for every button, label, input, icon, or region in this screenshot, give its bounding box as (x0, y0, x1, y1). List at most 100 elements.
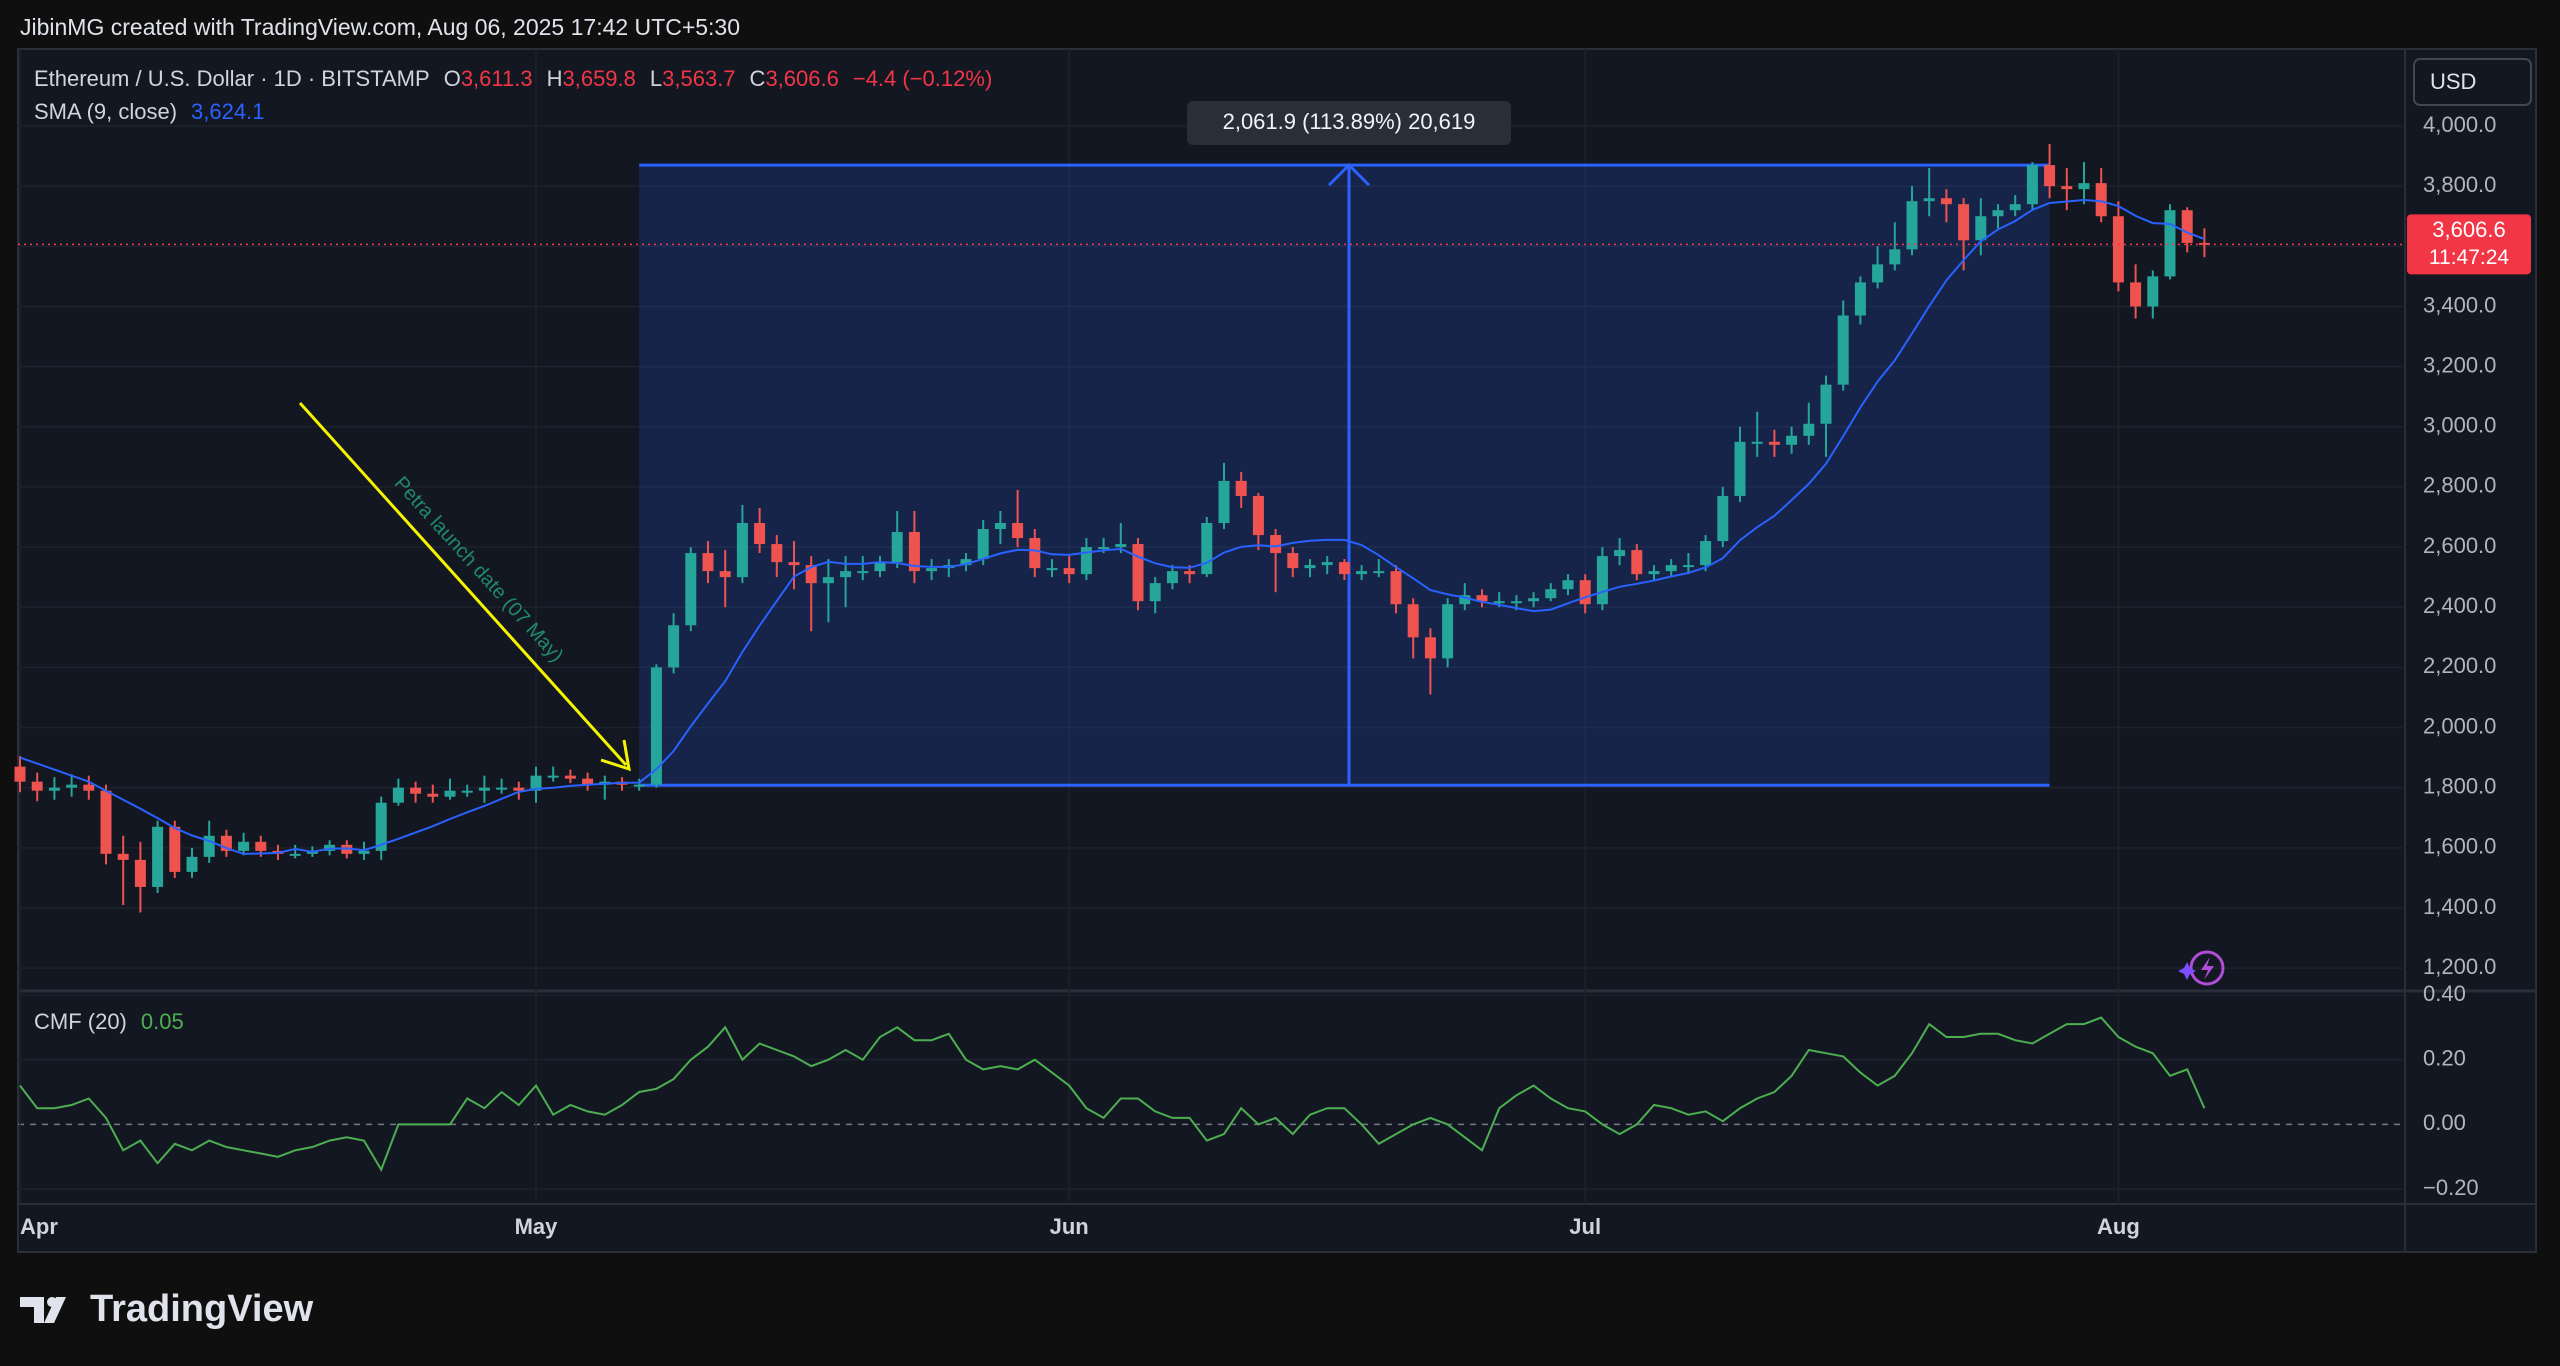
candle-body (2181, 210, 2193, 243)
candle-body (238, 841, 250, 851)
x-tick-label: Jun (1050, 1214, 1089, 1239)
currency-button[interactable] (2413, 58, 2532, 106)
candle-body (478, 787, 490, 791)
symbol: Ethereum / U.S. Dollar · 1D · BITSTAMP (34, 66, 430, 91)
candle-body (736, 523, 748, 578)
candle-body (2009, 204, 2021, 211)
icon-ring[interactable] (2189, 950, 2225, 986)
candle-body (1373, 571, 1385, 574)
candle-body (1596, 556, 1608, 605)
icon-bolt[interactable] (2201, 957, 2214, 980)
candle-body (2044, 165, 2056, 187)
candle-body (926, 568, 938, 572)
candle-body (685, 553, 697, 626)
price-tag (2407, 214, 2531, 275)
candle-body (461, 790, 473, 793)
candle-body (1029, 538, 1041, 569)
candle-body (1115, 544, 1127, 548)
measure-arrow-head (1327, 163, 1371, 187)
candle-body (1166, 571, 1178, 584)
candle-body (994, 523, 1006, 530)
candle-body (1287, 553, 1299, 569)
candle-body (1786, 435, 1798, 445)
candle-body (564, 775, 576, 779)
candle-body (1958, 204, 1970, 241)
candle-body (1046, 568, 1058, 571)
y-tick-label: 0.40 (2423, 981, 2466, 1006)
candle-body (788, 562, 800, 566)
candle-body (66, 784, 78, 788)
candle-body (1338, 562, 1350, 575)
candle-body (48, 787, 60, 791)
candle-body (2198, 242, 2210, 245)
candle-body (203, 835, 215, 857)
candle-body (220, 835, 232, 851)
header-text: JibinMG created with TradingView.com, Au… (20, 14, 740, 40)
candle-body (375, 802, 387, 851)
candle-body (1562, 580, 1574, 590)
candle-body (1854, 282, 1866, 316)
candle-body (31, 781, 43, 791)
legend-high: 3,659.8 (562, 66, 635, 91)
candle-body (771, 544, 783, 563)
candle-body (908, 532, 920, 572)
candle-body (874, 562, 886, 572)
sma-name: SMA (9, close) (34, 99, 177, 124)
icon-spark[interactable] (2178, 962, 2196, 980)
candle-body (702, 553, 714, 572)
candle-body (186, 856, 198, 872)
candle-body (805, 565, 817, 584)
legend-letter: H (547, 66, 563, 91)
candle-body (530, 775, 542, 791)
brand-logo (20, 1297, 66, 1323)
candle-body (2112, 216, 2124, 283)
candle-body (1528, 598, 1540, 602)
candle-body (1700, 541, 1712, 566)
candle-body (960, 559, 972, 566)
line (19, 1016, 2206, 1172)
candle-body (1080, 547, 1092, 575)
candle-body (1304, 565, 1316, 569)
candle-body (1648, 571, 1660, 575)
candle-body (822, 577, 834, 584)
candle-body (1132, 544, 1144, 602)
currency-label[interactable]: USD (2430, 69, 2476, 94)
candle-body (444, 790, 456, 797)
candle-body (1889, 249, 1901, 265)
candle-body (1803, 423, 1815, 436)
candle-body (1665, 565, 1677, 572)
candle-body (1012, 523, 1024, 539)
candle-body (1768, 441, 1780, 445)
candle-body (1098, 547, 1110, 550)
candle-body (582, 778, 594, 785)
candle-body (719, 571, 731, 578)
candle-body (1923, 198, 1935, 202)
candle-body (1184, 571, 1196, 575)
candle-body (2095, 183, 2107, 217)
candle-body (1442, 604, 1454, 659)
x-tick-label: Aug (2097, 1214, 2140, 1239)
y-tick-label: 2,000.0 (2423, 713, 2496, 738)
legend-main: Ethereum / U.S. Dollar · 1D · BITSTAMP O3… (34, 66, 992, 91)
candle-body (1975, 216, 1987, 241)
candle-body (1872, 264, 1884, 283)
candle-body (1063, 568, 1075, 575)
legend-letter: C (750, 66, 766, 91)
cmf-last: 0.05 (141, 1009, 184, 1034)
candle-body (1579, 580, 1591, 605)
candle-body (754, 523, 766, 545)
x-tick-label: Apr (20, 1214, 58, 1239)
logo-dot (47, 1297, 57, 1307)
arrow-head (600, 739, 631, 772)
candle-body (1218, 480, 1230, 524)
candle-body (891, 532, 903, 563)
candle-body (1717, 495, 1729, 542)
y-tick-label: −0.20 (2423, 1175, 2479, 1200)
alert-icon[interactable] (2178, 950, 2225, 986)
y-tick-label: 3,200.0 (2423, 352, 2496, 377)
candle-body (1493, 601, 1505, 604)
candle-body (1252, 495, 1264, 536)
candle-body (1906, 201, 1918, 250)
candle-body (83, 784, 95, 791)
